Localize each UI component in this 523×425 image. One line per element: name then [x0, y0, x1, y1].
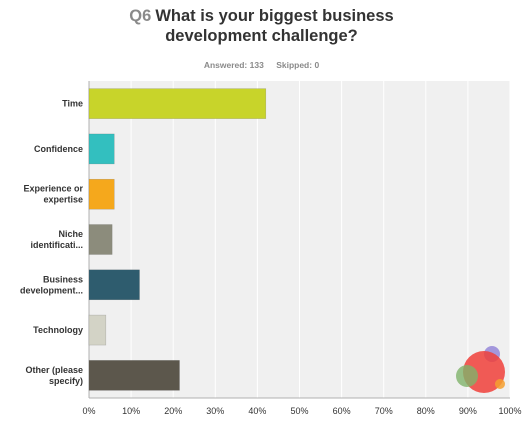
x-tick-label: 100% [498, 406, 521, 416]
category-label: Niche [58, 229, 83, 239]
category-label: expertise [43, 195, 83, 205]
x-tick-label: 90% [459, 406, 477, 416]
question-title: Q6 What is your biggest business developm… [0, 6, 523, 46]
skipped-count: Skipped: 0 [276, 60, 320, 70]
x-tick-label: 10% [122, 406, 140, 416]
x-tick-label: 20% [164, 406, 182, 416]
bar-1 [88, 133, 115, 165]
category-label: Business [43, 274, 83, 284]
category-label: Experience or [23, 184, 83, 194]
category-label: identificati... [30, 240, 83, 250]
x-tick-label: 70% [375, 406, 393, 416]
question-title-line1: What is your biggest business [155, 7, 394, 25]
category-label: Confidence [34, 144, 83, 154]
x-tick-label: 80% [417, 406, 435, 416]
bar-5 [88, 314, 107, 346]
category-label: specify) [49, 376, 83, 386]
bar-2 [88, 178, 115, 210]
x-tick-label: 60% [333, 406, 351, 416]
category-label: development... [20, 285, 83, 295]
x-tick-label: 40% [248, 406, 266, 416]
x-tick-label: 50% [290, 406, 308, 416]
x-tick-label: 0% [82, 406, 95, 416]
answered-count: Answered: 133 [203, 60, 264, 70]
question-number: Q6 [129, 7, 152, 25]
category-label: Other (please [25, 365, 83, 375]
question-title-line2: development challenge? [165, 27, 358, 45]
response-stats: Answered: 133 Skipped: 0 [0, 60, 523, 70]
bar-3 [88, 224, 113, 255]
x-tick-label: 30% [206, 406, 224, 416]
category-label: Time [62, 99, 83, 109]
bar-0 [88, 88, 267, 119]
category-label: Technology [33, 325, 83, 335]
bar-6 [88, 360, 180, 391]
bar-4 [88, 269, 140, 301]
